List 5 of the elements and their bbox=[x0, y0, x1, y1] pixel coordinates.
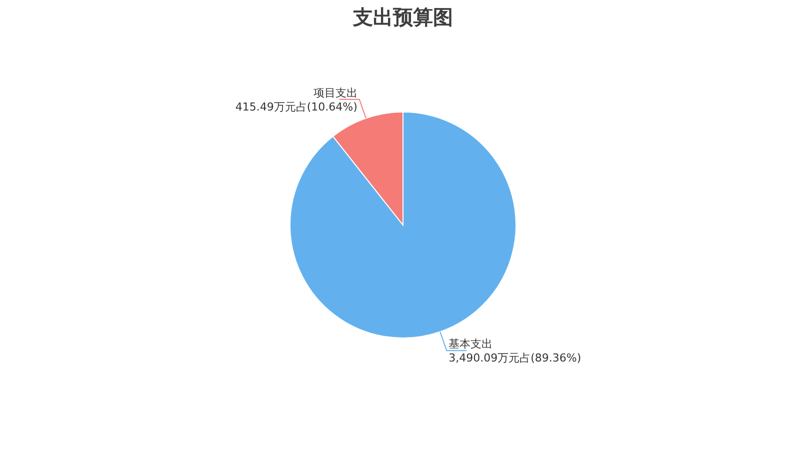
chart-title: 支出预算图 bbox=[352, 5, 453, 29]
slice-label: 项目支出 bbox=[313, 86, 358, 100]
slice-label: 基本支出 bbox=[448, 338, 493, 351]
data-label: 3,490.09万元占(89.36%) bbox=[448, 352, 582, 365]
data-label: 415.49万元占(10.64%) bbox=[235, 100, 358, 114]
